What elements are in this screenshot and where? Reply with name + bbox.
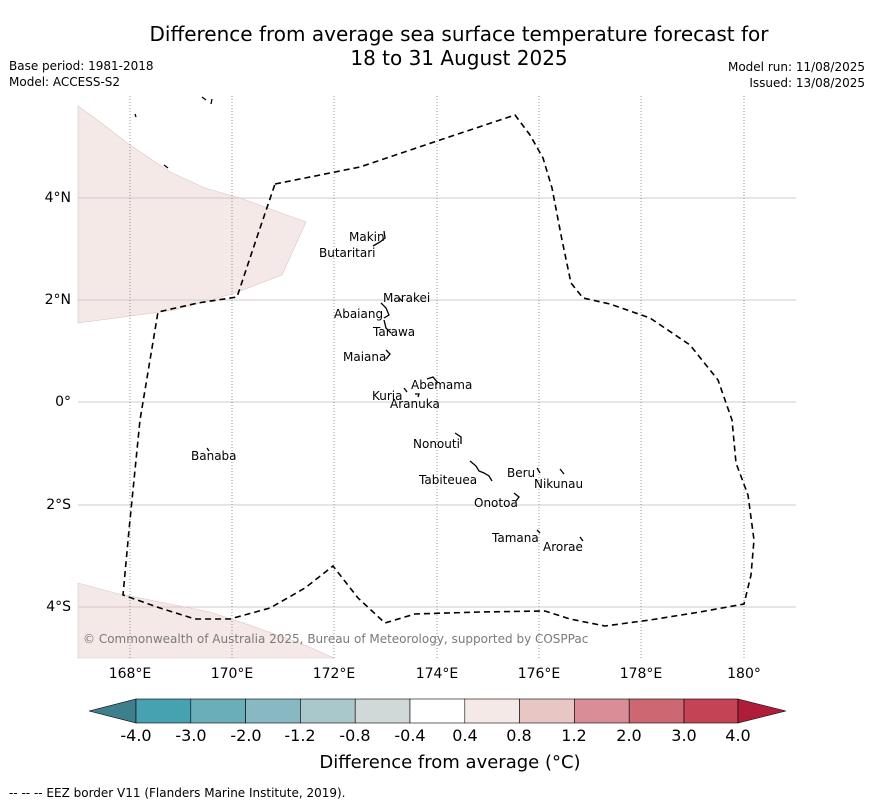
island-north-fragment (201, 96, 213, 105)
colorbar-cell-6 (409, 698, 466, 724)
colorbar-label: -0.8 (339, 726, 371, 745)
island-nikunau (559, 468, 565, 475)
island-beru (536, 467, 541, 474)
lon-label-176e: 176°E (517, 666, 561, 682)
colorbar-label: -2.0 (230, 726, 262, 745)
colorbar-label: 0.4 (452, 726, 478, 745)
island-butaritari (372, 230, 386, 247)
map-title: Difference from average sea surface temp… (100, 22, 818, 70)
title-line-2: 18 to 31 August 2025 (350, 46, 568, 70)
place-label-butaritari: Butaritari (319, 246, 376, 260)
island-nonouti (454, 432, 462, 444)
lon-label-180: 180° (727, 666, 761, 682)
island-abemama (426, 376, 439, 384)
colorbar-label: -4.0 (120, 726, 152, 745)
colorbar-title: Difference from average (°C) (230, 752, 670, 773)
lat-label-4n: 4°N (44, 190, 71, 206)
lon-label-172e: 172°E (312, 666, 356, 682)
colorbar-title-unit: °C (551, 752, 574, 773)
lat-label-4s: 4°S (46, 599, 71, 615)
issued-date: Issued: 13/08/2025 (749, 76, 865, 90)
colorbar-title-text: Difference from average ( (319, 752, 552, 773)
copyright-notice: © Commonwealth of Australia 2025, Bureau… (83, 632, 589, 646)
place-label-maiana: Maiana (343, 350, 387, 364)
colorbar-low-arrow (88, 698, 137, 724)
island-tabiteuea (469, 460, 493, 482)
lon-label-174e: 174°E (415, 666, 459, 682)
place-label-onotoa: Onotoa (474, 496, 518, 510)
place-label-abemama: Abemama (411, 378, 473, 392)
place-label-arorae: Arorae (543, 540, 583, 554)
eez-border (122, 114, 755, 627)
island-maiana (385, 349, 391, 360)
eez-legend-note: -- -- -- EEZ border V11 (Flanders Marine… (9, 786, 346, 800)
colorbar (88, 698, 787, 724)
colorbar-cell-4 (300, 698, 356, 724)
colorbar-cell-10 (628, 698, 685, 724)
place-label-abaiang: Abaiang (334, 307, 384, 321)
place-label-kuria: Kuria (372, 389, 403, 403)
place-label-nonouti: Nonouti (413, 437, 460, 451)
colorbar-cell-1 (135, 698, 192, 724)
island-marakei (398, 297, 403, 302)
island-speck-1 (134, 113, 137, 118)
lat-label-0: 0° (55, 394, 71, 410)
lon-label-178e: 178°E (619, 666, 663, 682)
colorbar-cell-11 (683, 698, 739, 724)
lon-label-168e: 168°E (108, 666, 152, 682)
colorbar-label: -0.4 (394, 726, 426, 745)
island-aranuka (415, 393, 420, 398)
colorbar-cell-5 (354, 698, 411, 724)
base-period: Base period: 1981-2018 (9, 59, 154, 73)
colorbar-cell-2 (190, 698, 246, 724)
colorbar-label: -3.0 (175, 726, 207, 745)
colorbar-cell-3 (245, 698, 301, 724)
island-speck-2 (163, 164, 169, 169)
island-tarawa (383, 319, 392, 334)
model-name: Model: ACCESS-S2 (9, 75, 121, 89)
place-label-banaba: Banaba (191, 449, 237, 463)
place-label-marakei: Marakei (383, 291, 431, 305)
islands (134, 96, 584, 542)
island-kuria (403, 387, 408, 393)
place-label-nikunau: Nikunau (534, 477, 584, 491)
place-label-tamana: Tamana (492, 531, 539, 545)
longitude-gridlines (129, 96, 745, 658)
model-run: Model run: 11/08/2025 (727, 60, 865, 74)
colorbar-label: -1.2 (284, 726, 316, 745)
place-label-beru: Beru (507, 466, 536, 480)
lon-label-170e: 170°E (210, 666, 254, 682)
colorbar-cell-8 (519, 698, 575, 724)
place-label-tarawa: Tarawa (373, 325, 416, 339)
lat-label-2n: 2°N (44, 292, 71, 308)
meta-left: Base period: 1981-2018 Model: ACCESS-S2 (9, 58, 154, 90)
island-abaiang (380, 302, 390, 319)
meta-right: Model run: 11/08/2025 Issued: 13/08/2025 (728, 59, 865, 91)
title-line-1: Difference from average sea surface temp… (149, 22, 769, 46)
island-tamana (536, 529, 541, 534)
colorbar-high-arrow (737, 698, 787, 724)
colorbar-label: 0.8 (506, 726, 532, 745)
colorbar-label: 4.0 (725, 726, 751, 745)
colorbar-label: 2.0 (616, 726, 642, 745)
colorbar-cell-7 (464, 698, 520, 724)
colorbar-cell-9 (574, 698, 630, 724)
island-banaba (206, 447, 210, 452)
place-label-makin: Makin (349, 230, 385, 244)
colorbar-label: 3.0 (671, 726, 697, 745)
colorbar-title-close: ) (573, 752, 581, 773)
anomaly-region-northwest (77, 105, 307, 324)
lat-label-2s: 2°S (46, 497, 71, 513)
island-onotoa (513, 492, 520, 502)
place-label-aranuka: Aranuka (390, 397, 440, 411)
place-label-tabiteuea: Tabiteuea (419, 473, 478, 487)
colorbar-label: 1.2 (561, 726, 587, 745)
island-arorae (579, 536, 584, 542)
